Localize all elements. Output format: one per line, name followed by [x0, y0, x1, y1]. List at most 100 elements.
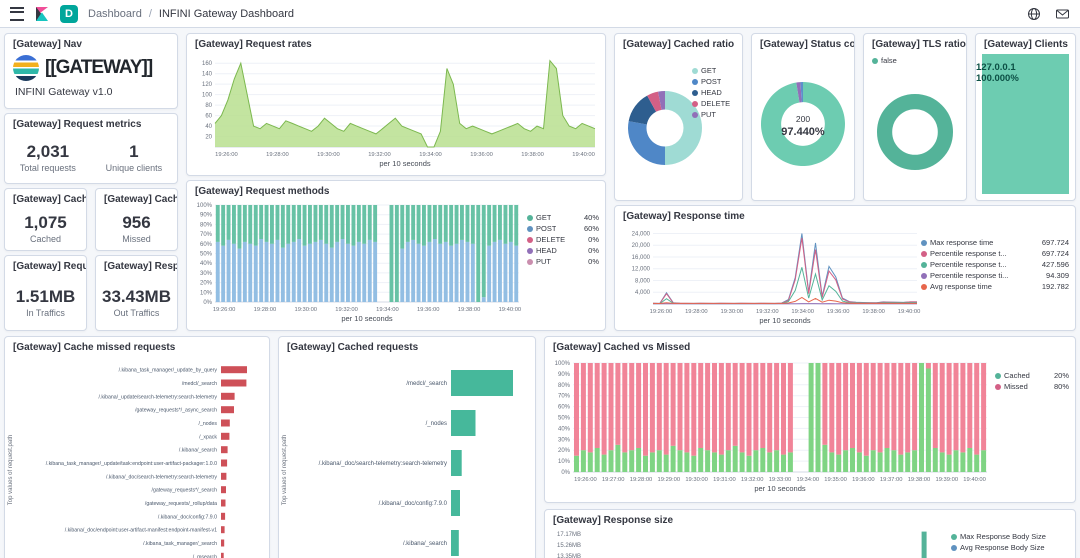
- svg-text:19:30:00: 19:30:00: [317, 152, 340, 158]
- request-rates-chart[interactable]: 20 40 60 80 100 120 140 160 19:26:00 19:28:00 19:3…: [187, 52, 605, 175]
- legend-item[interactable]: POST 60%: [527, 224, 599, 233]
- legend-item[interactable]: DELETE: [692, 99, 736, 108]
- svg-text:100%: 100%: [555, 361, 571, 367]
- panel-cached-requests: [Gateway] Cached requests Top values of …: [278, 336, 536, 558]
- metric-label: In Traffics: [26, 307, 65, 318]
- mail-icon[interactable]: [1055, 7, 1070, 21]
- request-methods-chart[interactable]: 0% 10% 20% 30% 40% 50% 60% 70% 80% 90% 100% 19:26:0…: [187, 199, 605, 330]
- svg-text:/.kibana/_doc/endpoint:user-ar: /.kibana/_doc/endpoint:user-artifact-man…: [65, 528, 217, 534]
- legend-item[interactable]: Percentile response ti... 94.309: [921, 271, 1069, 280]
- svg-text:/_msearch: /_msearch: [193, 554, 217, 558]
- cached-vs-missed-chart[interactable]: 0% 10% 20% 30% 40% 50% 60% 70% 80% 90% 100% 19:26:0…: [545, 355, 1075, 502]
- legend-dot-icon: [527, 247, 533, 254]
- legend-item[interactable]: Missed 80%: [995, 382, 1069, 391]
- legend-item[interactable]: Avg Response Body Size: [951, 543, 1069, 552]
- svg-text:0%: 0%: [203, 300, 212, 306]
- space-avatar-badge[interactable]: D: [60, 4, 78, 23]
- legend-value: 427.596: [1041, 260, 1069, 269]
- legend-item[interactable]: Percentile response t... 427.596: [921, 260, 1069, 269]
- svg-text:19:28:00: 19:28:00: [266, 152, 289, 158]
- panel-title: [Gateway] Cach...: [13, 194, 86, 205]
- svg-text:15.26MB: 15.26MB: [557, 543, 581, 549]
- svg-text:13.35MB: 13.35MB: [557, 554, 581, 558]
- cached-ratio-donut-chart[interactable]: [615, 52, 742, 200]
- svg-text:/.kibana/_search: /.kibana/_search: [403, 541, 447, 547]
- panel-title: [Gateway] Cach...: [104, 194, 177, 205]
- panel-title: [Gateway] Cached requests: [287, 342, 419, 353]
- svg-text:97.440%: 97.440%: [781, 126, 825, 138]
- panel-title: [Gateway] Status code: [760, 39, 854, 50]
- legend-item[interactable]: DELETE 0%: [527, 235, 599, 244]
- chart-legend: Cached 20% Missed 80%: [995, 371, 1069, 391]
- legend-dot-icon: [692, 67, 698, 74]
- legend-item[interactable]: Max Response Body Size: [951, 532, 1069, 541]
- legend-item[interactable]: PUT 0%: [527, 257, 599, 266]
- legend-item[interactable]: Percentile response t... 697.724: [921, 249, 1069, 258]
- legend-item[interactable]: GET: [692, 66, 736, 75]
- panel-request-methods: [Gateway] Request methods 0% 10% 20% 30% 40%…: [186, 180, 606, 331]
- legend-dot-icon: [921, 272, 927, 279]
- panel-request-rates: [Gateway] Request rates 20 40 60 80 100 120 14…: [186, 33, 606, 176]
- panel-title: [Gateway] Requ...: [13, 261, 86, 272]
- svg-text:10%: 10%: [200, 290, 213, 296]
- panel-title: [Gateway] Cached ratio: [623, 39, 735, 50]
- legend-item[interactable]: Cached 20%: [995, 371, 1069, 380]
- svg-text:90%: 90%: [558, 372, 571, 378]
- svg-text:19:26:00: 19:26:00: [650, 309, 673, 315]
- svg-text:19:28:00: 19:28:00: [630, 477, 653, 483]
- kibana-logo-icon[interactable]: [34, 6, 50, 22]
- cached-requests-chart[interactable]: Top values of request.path/medcl/_search…: [279, 355, 535, 558]
- response-size-chart[interactable]: 17.17MB 15.26MB 13.35MB: [545, 528, 1075, 558]
- legend-item[interactable]: HEAD 0%: [527, 246, 599, 255]
- breadcrumb: Dashboard / INFINI Gateway Dashboard: [88, 8, 294, 20]
- legend-value: 80%: [1053, 382, 1069, 391]
- legend-label: Avg Response Body Size: [960, 543, 1045, 552]
- svg-text:19:30:00: 19:30:00: [685, 477, 708, 483]
- treemap-cell[interactable]: [982, 54, 1069, 194]
- cache-missed-requests-chart[interactable]: Top values of request.path /.kibana_task_…: [5, 355, 269, 558]
- svg-text:120: 120: [202, 82, 213, 88]
- legend-item[interactable]: GET 40%: [527, 213, 599, 222]
- legend-dot-icon: [921, 250, 927, 257]
- svg-text:per 10 seconds: per 10 seconds: [759, 316, 811, 325]
- clients-treemap-chart[interactable]: 127.0.0.1 100.000%: [976, 52, 1075, 200]
- svg-text:19:29:00: 19:29:00: [658, 477, 681, 483]
- svg-text:30%: 30%: [558, 437, 571, 443]
- legend-dot-icon: [995, 372, 1001, 379]
- legend-value: 192.782: [1041, 282, 1069, 291]
- treemap-cell-label: 127.0.0.1 100.000%: [976, 62, 1019, 84]
- legend-item[interactable]: false: [872, 56, 897, 65]
- menu-toggle-icon[interactable]: [10, 6, 24, 21]
- svg-text:60%: 60%: [558, 405, 571, 411]
- legend-label: DELETE: [536, 235, 566, 244]
- legend-item[interactable]: Max response time 697.724: [921, 238, 1069, 247]
- svg-text:60%: 60%: [200, 242, 213, 248]
- breadcrumb-section[interactable]: Dashboard: [88, 7, 142, 20]
- legend-dot-icon: [921, 283, 927, 290]
- svg-text:/.kibana_task_manager/_search: /.kibana_task_manager/_search: [143, 541, 217, 547]
- legend-dot-icon: [951, 533, 957, 540]
- legend-item[interactable]: PUT: [692, 110, 736, 119]
- panel-tls-ratio: [Gateway] TLS ratio false: [863, 33, 967, 201]
- legend-label: POST: [701, 77, 722, 86]
- status-code-donut-chart[interactable]: 200 97.440%: [752, 52, 854, 200]
- legend-item[interactable]: HEAD: [692, 88, 736, 97]
- response-time-chart[interactable]: 4,000 8,000 12,000 16,000 20,000 24,000 19:26:…: [615, 224, 1075, 330]
- legend-value: 697.724: [1041, 249, 1069, 258]
- legend-label: PUT: [701, 110, 716, 119]
- panel-title: [Gateway] Request methods: [195, 186, 330, 197]
- svg-text:Top values of request.path: Top values of request.path: [8, 435, 14, 505]
- globe-icon[interactable]: [1027, 7, 1041, 21]
- gateway-logo-text: [[GATEWAY]]: [45, 57, 153, 78]
- legend-label: Percentile response ti...: [930, 271, 1009, 280]
- legend-label: PUT: [536, 257, 551, 266]
- legend-item[interactable]: Avg response time 192.782: [921, 282, 1069, 291]
- legend-dot-icon: [527, 258, 533, 265]
- legend-label: Max response time: [930, 238, 994, 247]
- legend-dot-icon: [921, 261, 927, 268]
- tls-ratio-donut-chart[interactable]: [864, 52, 966, 200]
- svg-text:40%: 40%: [558, 426, 571, 432]
- chart-legend: GET POST HEAD DELETE PUT: [692, 66, 736, 119]
- legend-item[interactable]: POST: [692, 77, 736, 86]
